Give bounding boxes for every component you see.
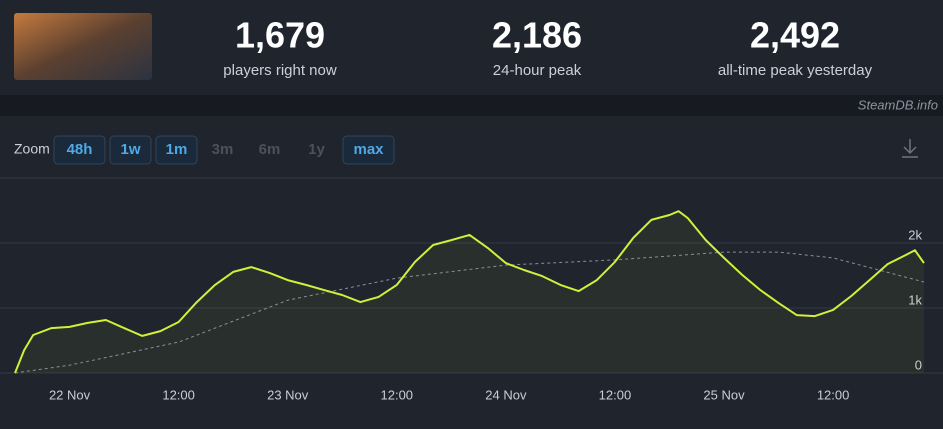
x-tick-label: 12:00 [162, 387, 195, 402]
stat-value: 2,492 [750, 15, 840, 56]
zoom-option[interactable]: 1m [166, 141, 188, 158]
x-tick-label: 12:00 [381, 387, 414, 402]
stat-label: players right now [223, 62, 337, 79]
stat-value: 1,679 [235, 15, 325, 56]
y-tick-label: 0 [915, 357, 922, 372]
y-tick-label: 1k [908, 292, 922, 307]
zoom-label: Zoom [14, 141, 50, 157]
header-panel [0, 0, 943, 95]
y-tick-label: 2k [908, 227, 922, 242]
trend-line [14, 251, 925, 374]
area [15, 211, 924, 373]
player-line [14, 210, 925, 374]
x-tick-label: 23 Nov [267, 387, 309, 402]
x-tick-label: 12:00 [817, 387, 850, 402]
download-icon[interactable] [902, 139, 918, 158]
zoom-option[interactable]: 48h [67, 141, 93, 158]
zoom-option[interactable]: max [353, 141, 384, 158]
zoom-option: 1y [308, 141, 325, 158]
zoom-option: 3m [212, 141, 234, 158]
zoom-option[interactable]: 1w [120, 141, 140, 158]
zoom-button[interactable] [342, 135, 395, 165]
zoom-option: 6m [259, 141, 281, 158]
watermark: SteamDB.info [858, 97, 938, 112]
stat-label: 24-hour peak [493, 62, 582, 79]
x-tick-label: 22 Nov [49, 387, 91, 402]
game-thumbnail[interactable] [14, 13, 152, 80]
zoom-button[interactable] [53, 135, 106, 165]
chart-panel [0, 116, 943, 429]
stat-label: all-time peak yesterday [718, 62, 873, 79]
x-tick-label: 25 Nov [703, 387, 745, 402]
x-tick-label: 12:00 [599, 387, 632, 402]
x-tick-label: 24 Nov [485, 387, 527, 402]
zoom-button[interactable] [155, 135, 198, 165]
stat-value: 2,186 [492, 15, 582, 56]
zoom-button[interactable] [109, 135, 152, 165]
